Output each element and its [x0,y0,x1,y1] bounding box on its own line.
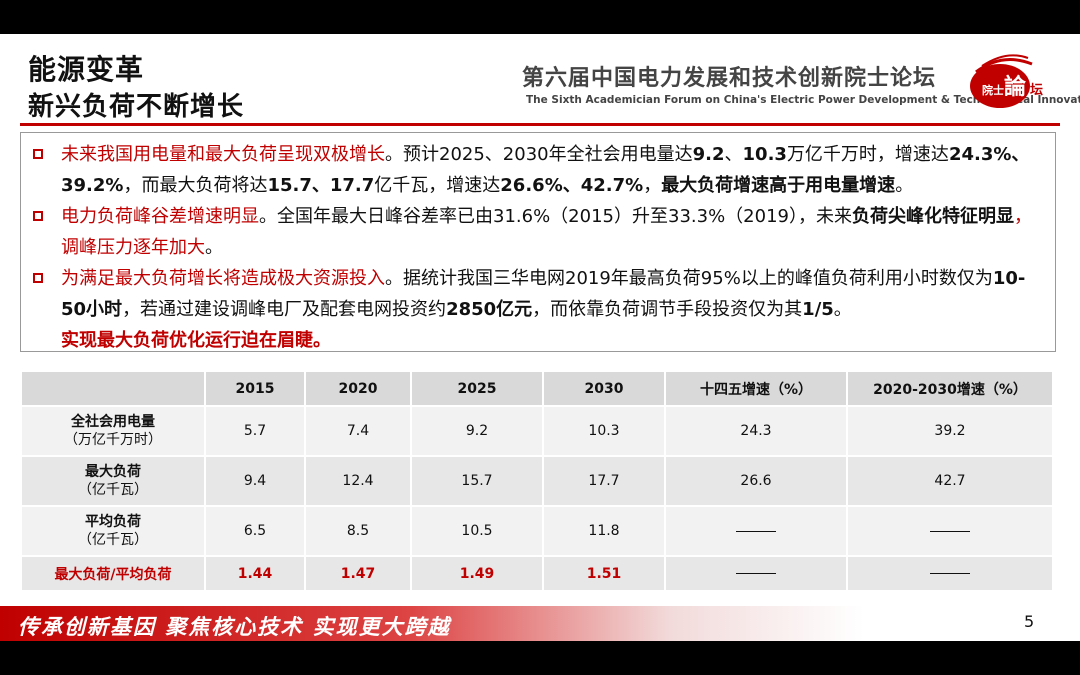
bullet-conclusion: 实现最大负荷优化运行迫在眉睫。 [61,330,331,351]
table-cell: 5.7 [205,405,306,456]
bullet-text: 万亿千万时，增速达 [786,144,949,165]
header-divider [20,123,1060,126]
slide-subtitle: 新兴负荷不断增长 [28,92,245,122]
table-cell: 42.7 [847,455,1054,506]
table-cell: 9.4 [205,455,306,506]
table-header-cell: 2015 [205,372,306,406]
forum-logo: 院士 論 坛 [970,54,1043,108]
table-row: 最大负荷/平均负荷 1.44 1.47 1.49 1.51 [22,555,1054,590]
bullet-square-icon [33,211,43,221]
data-table: 2015 2020 2025 2030 十四五增速（%） 2020-2030增速… [22,372,1054,590]
table-cell-dash [847,505,1054,556]
row-unit: （万亿千万时） [64,432,162,448]
bullet-bold: 10.3 [742,144,787,165]
table-cell: 10.3 [543,405,666,456]
row-unit: （亿千瓦） [78,482,148,498]
bullet-highlight: ，调峰压力逐年加大 [61,206,1032,258]
bullet-highlight: 未来我国用电量和最大负荷呈现双极增长 [61,144,385,165]
table-cell: 9.2 [411,405,544,456]
row-label-text: 平均负荷 [85,514,141,530]
bullet-text: ， [643,175,662,196]
table-cell: 10.5 [411,505,544,556]
bullet-bold: 26.6%、42.7% [500,175,644,196]
footer-band: 传承创新基因 聚焦核心技术 实现更大跨越 [0,606,1080,641]
bullet-square-icon [33,149,43,159]
bullet-text: ，若通过建设调峰电厂及配套电网投资约 [122,299,447,320]
dash-mark [930,573,970,574]
slide: 能源变革 新兴负荷不断增长 第六届中国电力发展和技术创新院士论坛 The Six… [0,34,1080,641]
bullet-bold: 10-50小时 [61,268,1026,320]
bullet-item: 为满足最大负荷增长将造成极大资源投入。据统计我国三华电网2019年最高负荷95%… [31,263,1045,356]
bullet-bold: 2850亿元 [446,299,533,320]
bullet-bold: 15.7、17.7 [267,175,375,196]
dash-mark [930,530,970,532]
row-unit: （亿千瓦） [78,532,148,548]
table-cell: 17.7 [543,455,666,506]
bullet-bold: 24.3%、39.2% [61,144,1030,196]
table-cell: 39.2 [847,405,1054,456]
table-cell: 12.4 [305,455,412,506]
bullet-text: ，而最大负荷将达 [123,175,268,196]
table-header-cell: 2020-2030增速（%） [847,372,1054,406]
table-cell-dash [665,505,848,556]
table-row: 全社会用电量 （万亿千万时） 5.7 7.4 9.2 10.3 24.3 39.2 [22,405,1054,456]
bullet-item: 电力负荷峰谷差增速明显。全国年最大日峰谷差率已由31.6%（2015）升至33.… [31,201,1045,263]
bullet-text: 。预计2025、2030年全社会用电量达 [385,144,693,165]
logo-text-big: 論 [1004,74,1027,100]
table-cell: 1.47 [305,555,412,590]
bullet-text: 亿千瓦，增速达 [374,175,501,196]
logo-text-right: 坛 [1030,82,1043,98]
bullet-text: 。 [895,175,914,196]
table-header-row: 2015 2020 2025 2030 十四五增速（%） 2020-2030增速… [22,372,1054,406]
bullet-text: 。 [205,237,223,258]
table-cell-dash [665,555,848,590]
table-row: 最大负荷 （亿千瓦） 9.4 12.4 15.7 17.7 26.6 42.7 [22,455,1054,506]
forum-title-cn: 第六届中国电力发展和技术创新院士论坛 [522,66,937,91]
row-label-text: 最大负荷 [85,464,141,480]
table-cell: 1.49 [411,555,544,590]
bullet-bold: 1/5 [802,299,834,320]
row-label: 最大负荷 （亿千瓦） [22,455,206,506]
dash-mark [736,573,776,574]
bullet-bold: 最大负荷增速高于用电量增速 [661,175,896,196]
logo-text-small: 院士 [982,83,1004,97]
table-header-cell: 2030 [543,372,666,406]
slide-title: 能源变革 [28,53,145,86]
table-header-cell: 2020 [305,372,412,406]
table-cell: 6.5 [205,505,306,556]
table-cell: 7.4 [305,405,412,456]
table-cell: 1.44 [205,555,306,590]
row-label: 最大负荷/平均负荷 [22,555,206,590]
bullet-text: ，而依靠负荷调节手段投资仅为其 [532,299,803,320]
forum-title-en: The Sixth Academician Forum on China's E… [526,94,1080,106]
bullet-text: 、 [724,144,743,165]
bullet-highlight: 电力负荷峰谷差增速明显 [61,206,259,227]
table-cell: 26.6 [665,455,848,506]
table-header-cell: 2025 [411,372,544,406]
table-cell: 1.51 [543,555,666,590]
row-label: 平均负荷 （亿千瓦） [22,505,206,556]
table-header-cell [22,372,206,406]
dash-mark [736,530,776,532]
bullet-bold: 负荷尖峰化特征明显 [851,206,1014,227]
bullet-item: 未来我国用电量和最大负荷呈现双极增长。预计2025、2030年全社会用电量达9.… [31,139,1045,201]
bullet-box: 未来我国用电量和最大负荷呈现双极增长。预计2025、2030年全社会用电量达9.… [20,132,1056,352]
bullet-bold: 9.2 [692,144,725,165]
table-cell: 24.3 [665,405,848,456]
bullet-text: 。全国年最大日峰谷差率已由31.6%（2015）升至33.3%（2019），未来 [259,206,852,227]
table-cell-dash [847,555,1054,590]
bullet-highlight: 为满足最大负荷增长将造成极大资源投入 [61,268,385,289]
bullet-text: 。据统计我国三华电网2019年最高负荷95%以上的峰值负荷利用小时数仅为 [385,268,993,289]
bullet-square-icon [33,273,43,283]
row-label-text: 全社会用电量 [71,414,155,430]
table-cell: 8.5 [305,505,412,556]
footer-slogan: 传承创新基因 聚焦核心技术 实现更大跨越 [18,614,451,639]
row-label: 全社会用电量 （万亿千万时） [22,405,206,456]
table-header-cell: 十四五增速（%） [665,372,848,406]
bullet-text: 。 [833,299,852,320]
table-row: 平均负荷 （亿千瓦） 6.5 8.5 10.5 11.8 [22,505,1054,556]
table-cell: 15.7 [411,455,544,506]
table-cell: 11.8 [543,505,666,556]
page-number: 5 [1024,612,1035,631]
